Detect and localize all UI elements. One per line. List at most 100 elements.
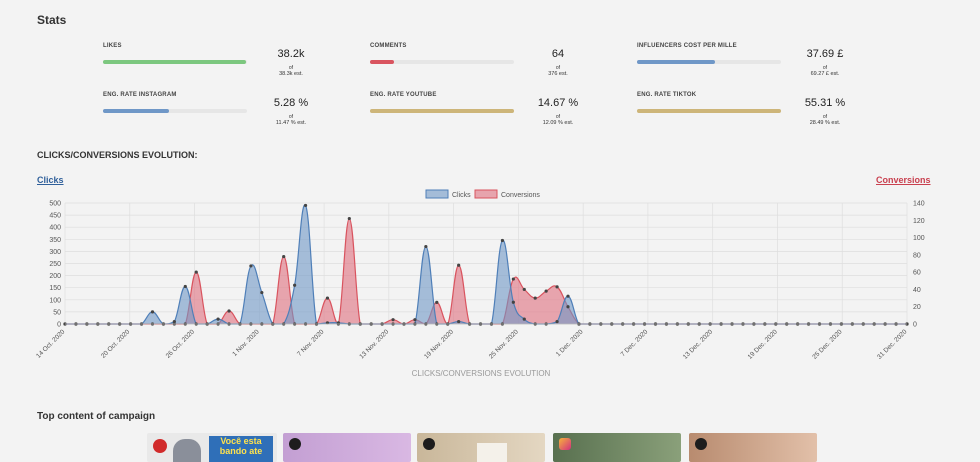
thumb-object: [477, 443, 507, 462]
data-point-conversions: [435, 300, 439, 304]
clicks-conversions-chart: 0 50 100 150 200 250 300 350 400 450 500 0 20 40 60 80 1…: [35, 189, 925, 378]
data-point-clicks: [325, 321, 330, 325]
data-point-clicks: [457, 319, 461, 324]
y-left-tick-label: 300: [49, 249, 61, 256]
x-tick-label: 14 Oct. 2020: [35, 328, 67, 360]
thumb-tiktok-2[interactable]: [417, 433, 545, 462]
stat-value: 55.31 %: [804, 97, 846, 109]
instagram-icon: [559, 438, 571, 450]
data-point-clicks: [555, 319, 559, 324]
data-point-conversions: [566, 305, 570, 309]
thumb-youtube[interactable]: Você esta bando ate: [147, 433, 277, 462]
stat-label: COMMENTS: [370, 43, 407, 49]
y-left-tick-label: 150: [49, 285, 61, 292]
data-point-conversions: [227, 309, 231, 313]
stat-value: 38.2k: [277, 48, 305, 60]
data-point-conversions: [194, 270, 198, 274]
stat-comments: COMMENTS 64 of 376 est.: [370, 43, 640, 83]
y-right-tick-label: 120: [913, 218, 925, 225]
stat-progress-track: [103, 60, 247, 64]
stat-estimate: 11.47 % est.: [275, 120, 307, 126]
data-point-conversions: [533, 296, 537, 300]
stat-label: ENG. RATE TIKTOK: [637, 92, 697, 98]
stat-of: of: [822, 65, 828, 71]
x-tick-label: 7 Dec. 2020: [620, 328, 650, 358]
stat-value: 5.28 %: [273, 97, 309, 109]
stat-label: INFLUENCERS COST PER MILLE: [637, 43, 737, 49]
stat-of: of: [822, 114, 828, 120]
y-right-tick-label: 80: [913, 252, 921, 259]
stat-estimate: 69.27 £ est.: [810, 71, 840, 77]
x-tick-label: 1 Nov. 2020: [231, 328, 261, 358]
thumb-tiktok-1[interactable]: [283, 433, 411, 462]
youtube-icon: [153, 439, 167, 453]
legend-swatch-conversions: [474, 189, 498, 199]
y-left-tick-label: 500: [49, 201, 61, 208]
data-point-conversions: [457, 263, 461, 267]
x-tick-label: 13 Nov. 2020: [358, 328, 390, 360]
y-right-tick-label: 40: [913, 287, 921, 294]
data-point-conversions: [511, 277, 515, 281]
thumb-caption: Você esta bando ate: [209, 436, 273, 462]
legend-swatch-clicks: [425, 189, 449, 199]
stat-estimate: 38.3k est.: [279, 71, 303, 77]
data-point-conversions: [413, 318, 417, 322]
data-point-conversions: [522, 287, 526, 292]
y-left-tick-label: 350: [49, 237, 61, 244]
x-tick-label: 7 Nov. 2020: [296, 328, 326, 358]
stat-progress-fill: [370, 109, 514, 113]
data-point-clicks: [511, 300, 515, 304]
data-point-clicks: [500, 238, 505, 243]
y-left-tick-label: 200: [49, 273, 61, 280]
stat-of: of: [555, 65, 561, 71]
data-point-clicks: [216, 317, 220, 321]
data-point-conversions: [544, 289, 548, 293]
top-content-title: Top content of campaign: [37, 411, 156, 422]
stat-value: 37.69 £: [806, 48, 844, 60]
data-point-clicks: [260, 290, 264, 295]
stat-likes: LIKES 38.2k of 38.3k est.: [103, 43, 373, 83]
stat-estimate: 28.49 % est.: [809, 120, 841, 126]
data-point-conversions: [391, 318, 395, 322]
y-left-tick-label: 400: [49, 225, 61, 232]
stat-estimate: 12.09 % est.: [542, 120, 574, 126]
data-point-clicks: [293, 283, 297, 287]
data-point-clicks: [249, 264, 253, 268]
data-point-clicks: [566, 294, 570, 298]
stat-label: ENG. RATE INSTAGRAM: [103, 92, 177, 98]
data-point-conversions: [347, 216, 351, 221]
data-point-conversions: [282, 254, 286, 259]
conversions-link[interactable]: Conversions: [876, 175, 931, 185]
stat-progress-fill: [370, 60, 395, 64]
y-right-tick-label: 0: [913, 322, 917, 329]
stat-progress-track: [370, 60, 514, 64]
x-tick-label: 19 Nov. 2020: [423, 328, 455, 360]
stat-of: of: [288, 65, 294, 71]
stat-progress-fill: [103, 109, 170, 113]
x-tick-label: 25 Dec. 2020: [811, 328, 844, 361]
thumb-instagram[interactable]: [553, 433, 681, 462]
thumb-figure: [173, 439, 201, 462]
stat-progress-fill: [103, 60, 246, 64]
y-left-tick-label: 50: [53, 309, 61, 316]
y-right-tick-label: 20: [913, 304, 921, 311]
stat-eng-rate-tiktok: ENG. RATE TIKTOK 55.31 % of 28.49 % est.: [637, 92, 907, 132]
x-tick-label: 19 Dec. 2020: [747, 328, 780, 361]
clicks-link[interactable]: Clicks: [37, 175, 64, 185]
stat-estimate: 376 est.: [548, 71, 568, 77]
tiktok-icon: [423, 438, 435, 450]
y-right-tick-label: 60: [913, 270, 921, 277]
x-tick-label: 20 Oct. 2020: [100, 328, 132, 360]
y-left-tick-label: 100: [49, 297, 61, 304]
data-point-clicks: [303, 203, 308, 208]
stat-label: ENG. RATE YOUTUBE: [370, 92, 437, 98]
data-point-clicks: [150, 310, 155, 314]
stat-progress-fill: [637, 60, 715, 64]
tiktok-icon: [289, 438, 301, 450]
stat-progress-fill: [637, 109, 781, 113]
x-tick-label: 25 Nov. 2020: [488, 328, 520, 360]
thumb-tiktok-3[interactable]: [689, 433, 817, 462]
stat-of: of: [288, 114, 294, 120]
y-left-tick-label: 0: [57, 322, 61, 329]
stat-progress-track: [637, 109, 781, 113]
